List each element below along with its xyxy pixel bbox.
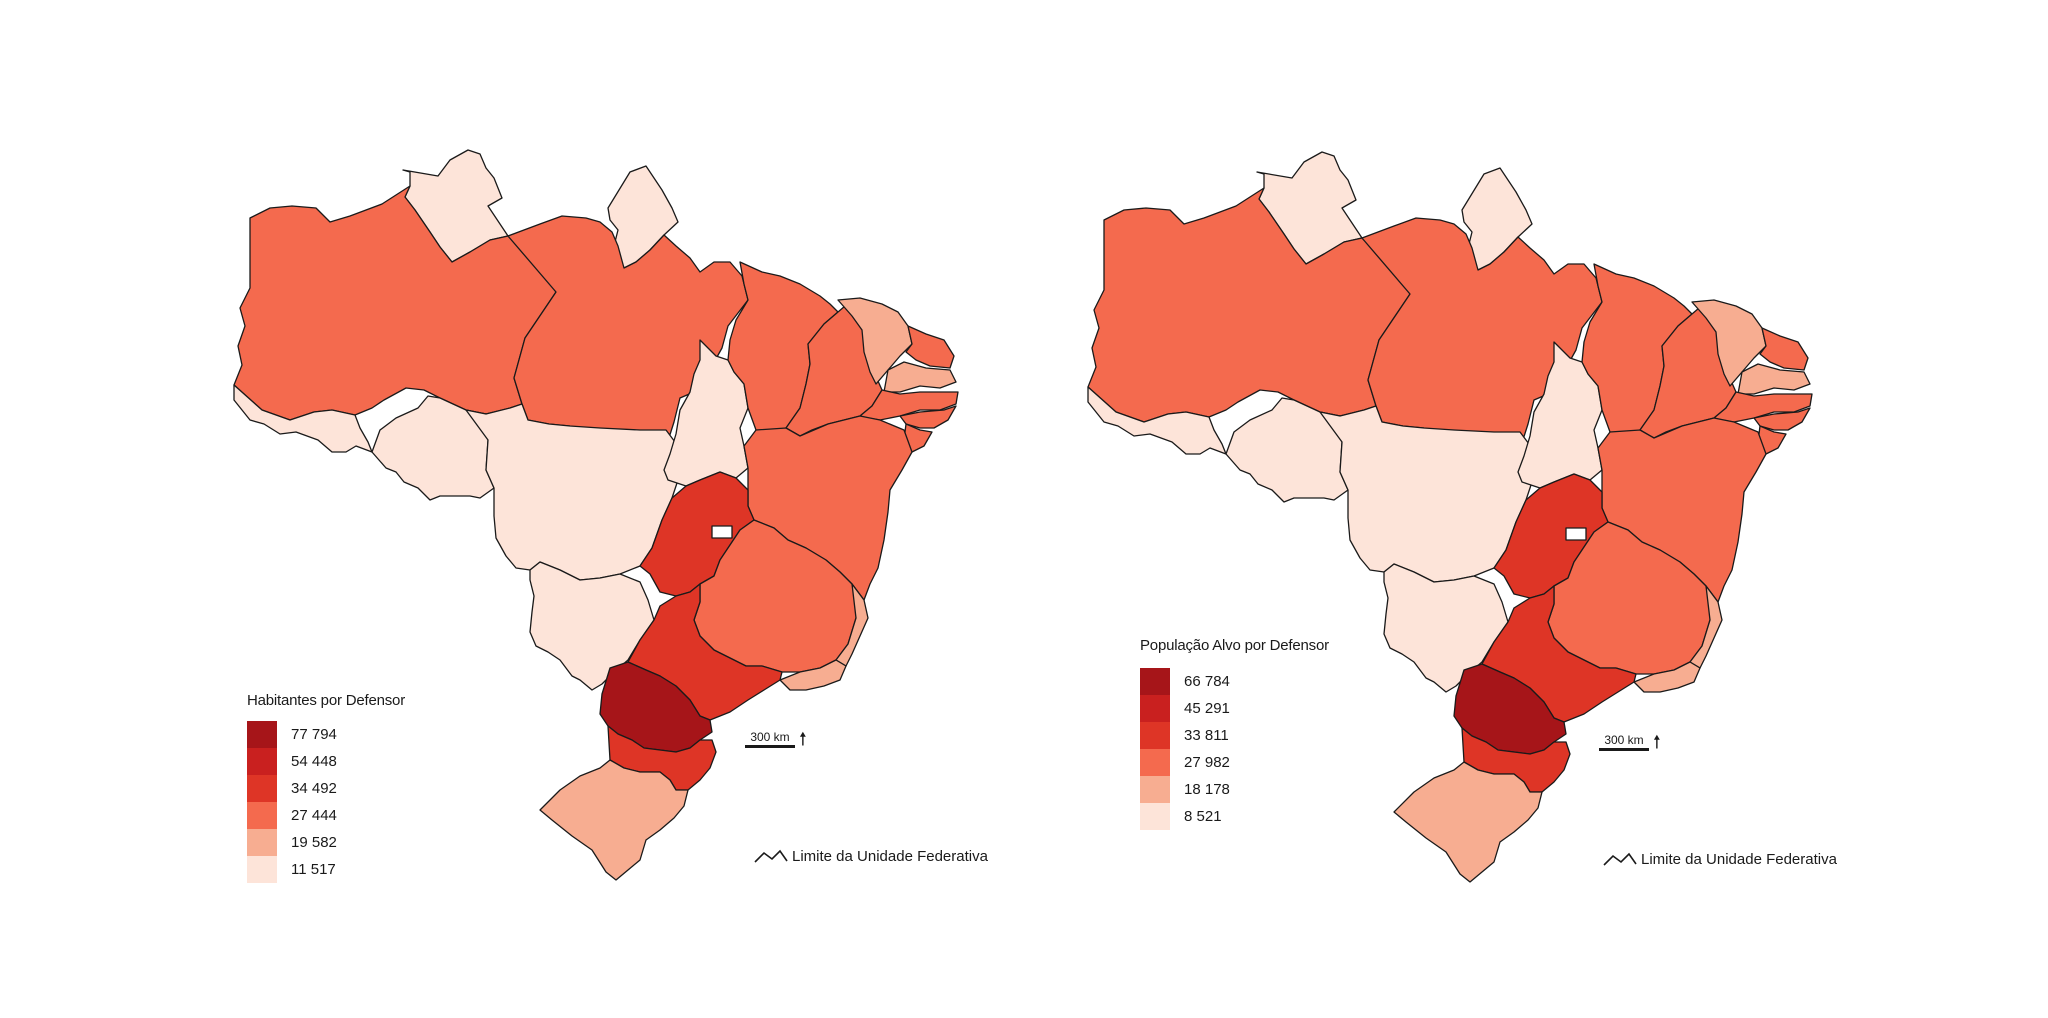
state-rn xyxy=(905,325,955,369)
legend-swatch xyxy=(247,721,277,748)
state-df xyxy=(1565,527,1587,541)
legend-row: 19 582 xyxy=(247,829,405,856)
state-am xyxy=(1087,187,1411,423)
legend-row: 8 521 xyxy=(1140,803,1329,830)
state-es xyxy=(1689,585,1723,669)
legend-swatch xyxy=(247,802,277,829)
legend-title: Habitantes por Defensor xyxy=(247,692,405,709)
legend-value: 66 784 xyxy=(1184,673,1230,690)
state-rn xyxy=(1759,327,1809,371)
legend-row: 77 794 xyxy=(247,721,405,748)
legend-swatch xyxy=(1140,695,1170,722)
scale-label: 300 km xyxy=(750,730,790,744)
brazil-map-right xyxy=(1087,151,1813,883)
legend-row: 34 492 xyxy=(247,775,405,802)
state-ms xyxy=(1383,563,1509,693)
border-line-icon xyxy=(754,849,788,863)
state-ac xyxy=(233,384,373,453)
scale-line xyxy=(1599,748,1649,751)
legend-value: 27 444 xyxy=(291,807,337,824)
legend-swatch xyxy=(1140,722,1170,749)
legend-swatch xyxy=(1140,668,1170,695)
state-rs xyxy=(1393,761,1543,883)
legend-swatch xyxy=(247,748,277,775)
state-ce xyxy=(837,297,913,385)
legend-swatch xyxy=(1140,749,1170,776)
legend-right: População Alvo por Defensor 66 784 45 29… xyxy=(1140,637,1329,830)
scale-bar: 300 km 🠕 xyxy=(745,730,807,748)
north-arrow-icon: 🠕 xyxy=(1653,732,1661,752)
legend-row: 11 517 xyxy=(247,856,405,883)
legend-row: 33 811 xyxy=(1140,722,1329,749)
legend-row: 27 982 xyxy=(1140,749,1329,776)
legend-value: 27 982 xyxy=(1184,754,1230,771)
legend-value: 33 811 xyxy=(1184,727,1229,744)
border-legend: Limite da Unidade Federativa xyxy=(754,848,988,865)
map-panel-left: Habitantes por Defensor 77 794 54 448 34… xyxy=(233,149,988,883)
state-ms xyxy=(529,561,655,691)
legend-row: 27 444 xyxy=(247,802,405,829)
legend-row: 45 291 xyxy=(1140,695,1329,722)
legend-value: 45 291 xyxy=(1184,700,1230,717)
legend-swatch xyxy=(1140,776,1170,803)
state-rs xyxy=(539,759,689,881)
state-rj xyxy=(779,659,847,691)
state-ce xyxy=(1691,299,1767,387)
legend-row: 18 178 xyxy=(1140,776,1329,803)
border-line-icon xyxy=(1603,852,1637,866)
legend-value: 11 517 xyxy=(291,861,336,878)
legend-title: População Alvo por Defensor xyxy=(1140,637,1329,654)
legend-row: 66 784 xyxy=(1140,668,1329,695)
north-arrow-icon: 🠕 xyxy=(799,729,807,749)
state-df xyxy=(711,525,733,539)
legend-value: 19 582 xyxy=(291,834,337,851)
state-am xyxy=(233,185,557,421)
state-rj xyxy=(1633,661,1701,693)
legend-swatch xyxy=(247,829,277,856)
legend-value: 18 178 xyxy=(1184,781,1230,798)
state-ac xyxy=(1087,386,1227,455)
legend-row: 54 448 xyxy=(247,748,405,775)
legend-swatch xyxy=(247,856,277,883)
scale-label: 300 km xyxy=(1604,733,1644,747)
border-label: Limite da Unidade Federativa xyxy=(1641,851,1837,868)
legend-value: 54 448 xyxy=(291,753,337,770)
legend-left: Habitantes por Defensor 77 794 54 448 34… xyxy=(247,692,405,883)
scale-line xyxy=(745,745,795,748)
border-label: Limite da Unidade Federativa xyxy=(792,848,988,865)
legend-swatch xyxy=(1140,803,1170,830)
legend-value: 8 521 xyxy=(1184,808,1222,825)
legend-value: 77 794 xyxy=(291,726,337,743)
brazil-map-left xyxy=(233,149,959,881)
scale-bar: 300 km 🠕 xyxy=(1599,733,1661,751)
state-es xyxy=(835,583,869,667)
map-panel-right: População Alvo por Defensor 66 784 45 29… xyxy=(1024,0,2048,1018)
border-legend: Limite da Unidade Federativa xyxy=(1603,851,1837,868)
legend-value: 34 492 xyxy=(291,780,337,797)
legend-swatch xyxy=(247,775,277,802)
